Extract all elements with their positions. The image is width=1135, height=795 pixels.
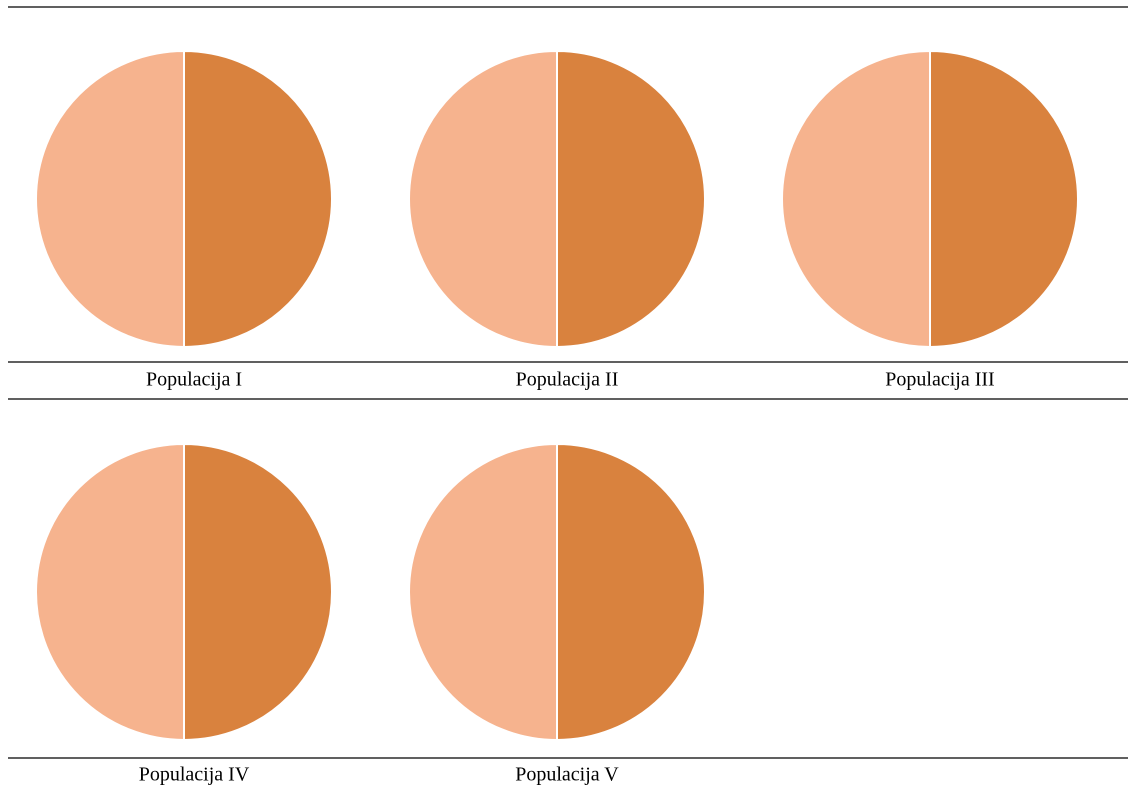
chart-title: Populacija V: [515, 764, 619, 786]
chart-title: Populacija I: [146, 369, 242, 391]
pie-slice: [556, 442, 706, 742]
chart-title: Populacija IV: [139, 764, 250, 786]
pie-slice: [408, 442, 558, 742]
pie-slice: [183, 49, 333, 349]
pie-slice: [35, 442, 185, 742]
pie-slice: [929, 49, 1079, 349]
chart-title: Populacija III: [885, 369, 994, 391]
pie-slice: [183, 442, 333, 742]
pie-slice: [408, 49, 558, 349]
pie-slice: [556, 49, 706, 349]
chart-title: Populacija II: [516, 369, 619, 391]
pie-slice: [35, 49, 185, 349]
pie-slice: [781, 49, 931, 349]
